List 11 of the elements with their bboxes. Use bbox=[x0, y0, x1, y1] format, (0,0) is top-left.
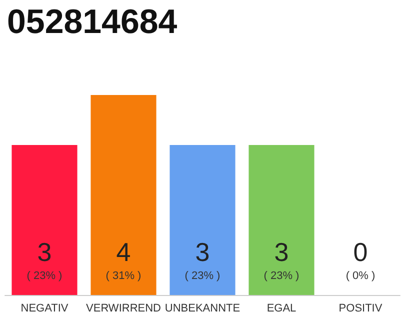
chart-title: 052814684 bbox=[7, 3, 178, 41]
x-tick-label: UNBEKANNTE bbox=[164, 302, 240, 314]
x-tick-label: VERWIRREND bbox=[86, 302, 162, 314]
data-label: 3 ( 23% ) bbox=[26, 237, 62, 282]
data-label: 3 ( 23% ) bbox=[264, 237, 300, 282]
x-tick-label: EGAL bbox=[266, 302, 296, 314]
x-tick-label: NEGATIV bbox=[20, 302, 69, 314]
x-tick-label: POSITIV bbox=[338, 302, 383, 314]
data-label: 4 ( 31% ) bbox=[106, 237, 142, 282]
data-label: 0 ( 0% ) bbox=[346, 237, 376, 282]
data-label: 3 ( 23% ) bbox=[184, 237, 220, 282]
